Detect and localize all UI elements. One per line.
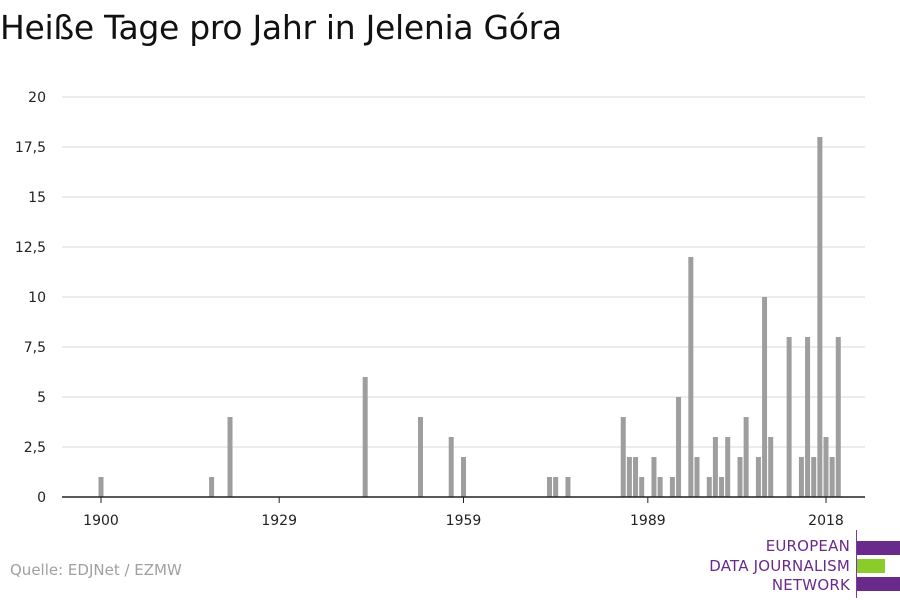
bar — [805, 337, 811, 497]
bar — [417, 417, 423, 497]
bar — [725, 437, 731, 497]
bar — [811, 457, 817, 497]
bar — [755, 457, 761, 497]
bar — [626, 457, 632, 497]
bar — [694, 457, 700, 497]
bar — [669, 477, 675, 497]
y-tick-label: 0 — [37, 490, 46, 506]
bar-chart: 0 2,5 5 7,5 10 12,5 15 17,5 20 1900 1929 1959 1989 2… — [15, 90, 865, 529]
y-tick-label: 20 — [28, 90, 46, 106]
logo-bar-purple-top — [857, 541, 900, 555]
bar — [786, 337, 792, 497]
bar — [743, 417, 749, 497]
logo-bar-green — [857, 559, 885, 573]
bar — [829, 457, 835, 497]
bars — [98, 137, 841, 497]
bar — [209, 477, 215, 497]
bar — [639, 477, 645, 497]
bar — [448, 437, 454, 497]
x-axis — [62, 496, 865, 503]
bar — [362, 377, 368, 497]
bar — [227, 417, 233, 497]
bar — [657, 477, 663, 497]
y-tick-label: 10 — [28, 290, 46, 306]
bar — [565, 477, 571, 497]
x-tick-label: 1989 — [630, 513, 666, 529]
bar — [553, 477, 559, 497]
chart-title: Heiße Tage pro Jahr in Jelenia Góra — [0, 8, 562, 47]
bar — [823, 437, 829, 497]
x-tick-label: 1959 — [446, 513, 482, 529]
logo-bar-purple-bottom — [857, 577, 900, 591]
bar — [798, 457, 804, 497]
bar — [835, 337, 841, 497]
logo-divider — [856, 530, 857, 598]
y-tick-label: 15 — [28, 190, 46, 206]
edjnet-logo: EUROPEAN DATA JOURNALISM NETWORK — [700, 530, 900, 598]
x-tick-label: 1929 — [261, 513, 297, 529]
source-note: Quelle: EDJNet / EZMW — [10, 561, 182, 579]
bar — [651, 457, 657, 497]
bar — [98, 477, 104, 497]
y-tick-label: 2,5 — [24, 440, 46, 456]
bar — [719, 477, 725, 497]
y-tick-label: 12,5 — [15, 240, 46, 256]
y-tick-label: 5 — [37, 390, 46, 406]
bar — [762, 297, 768, 497]
logo-line-data-journalism: DATA JOURNALISM — [709, 557, 850, 575]
bar — [712, 437, 718, 497]
bar — [688, 257, 694, 497]
y-axis-tick-labels: 0 2,5 5 7,5 10 12,5 15 17,5 20 — [15, 90, 46, 506]
bar — [676, 397, 682, 497]
bar — [461, 457, 466, 497]
bar — [706, 477, 712, 497]
bar — [817, 137, 823, 497]
x-tick-label: 1900 — [83, 513, 119, 529]
bar — [768, 437, 774, 497]
bar — [547, 477, 553, 497]
y-tick-label: 17,5 — [15, 140, 46, 156]
logo-line-network: NETWORK — [771, 576, 850, 594]
bar — [737, 457, 743, 497]
bar — [633, 457, 639, 497]
y-tick-label: 7,5 — [24, 340, 46, 356]
grid-lines — [62, 96, 865, 448]
logo-line-european: EUROPEAN — [765, 537, 850, 555]
x-axis-tick-labels: 1900 1929 1959 1989 2018 — [83, 513, 844, 529]
x-tick-label: 2018 — [808, 513, 844, 529]
bar — [620, 417, 626, 497]
